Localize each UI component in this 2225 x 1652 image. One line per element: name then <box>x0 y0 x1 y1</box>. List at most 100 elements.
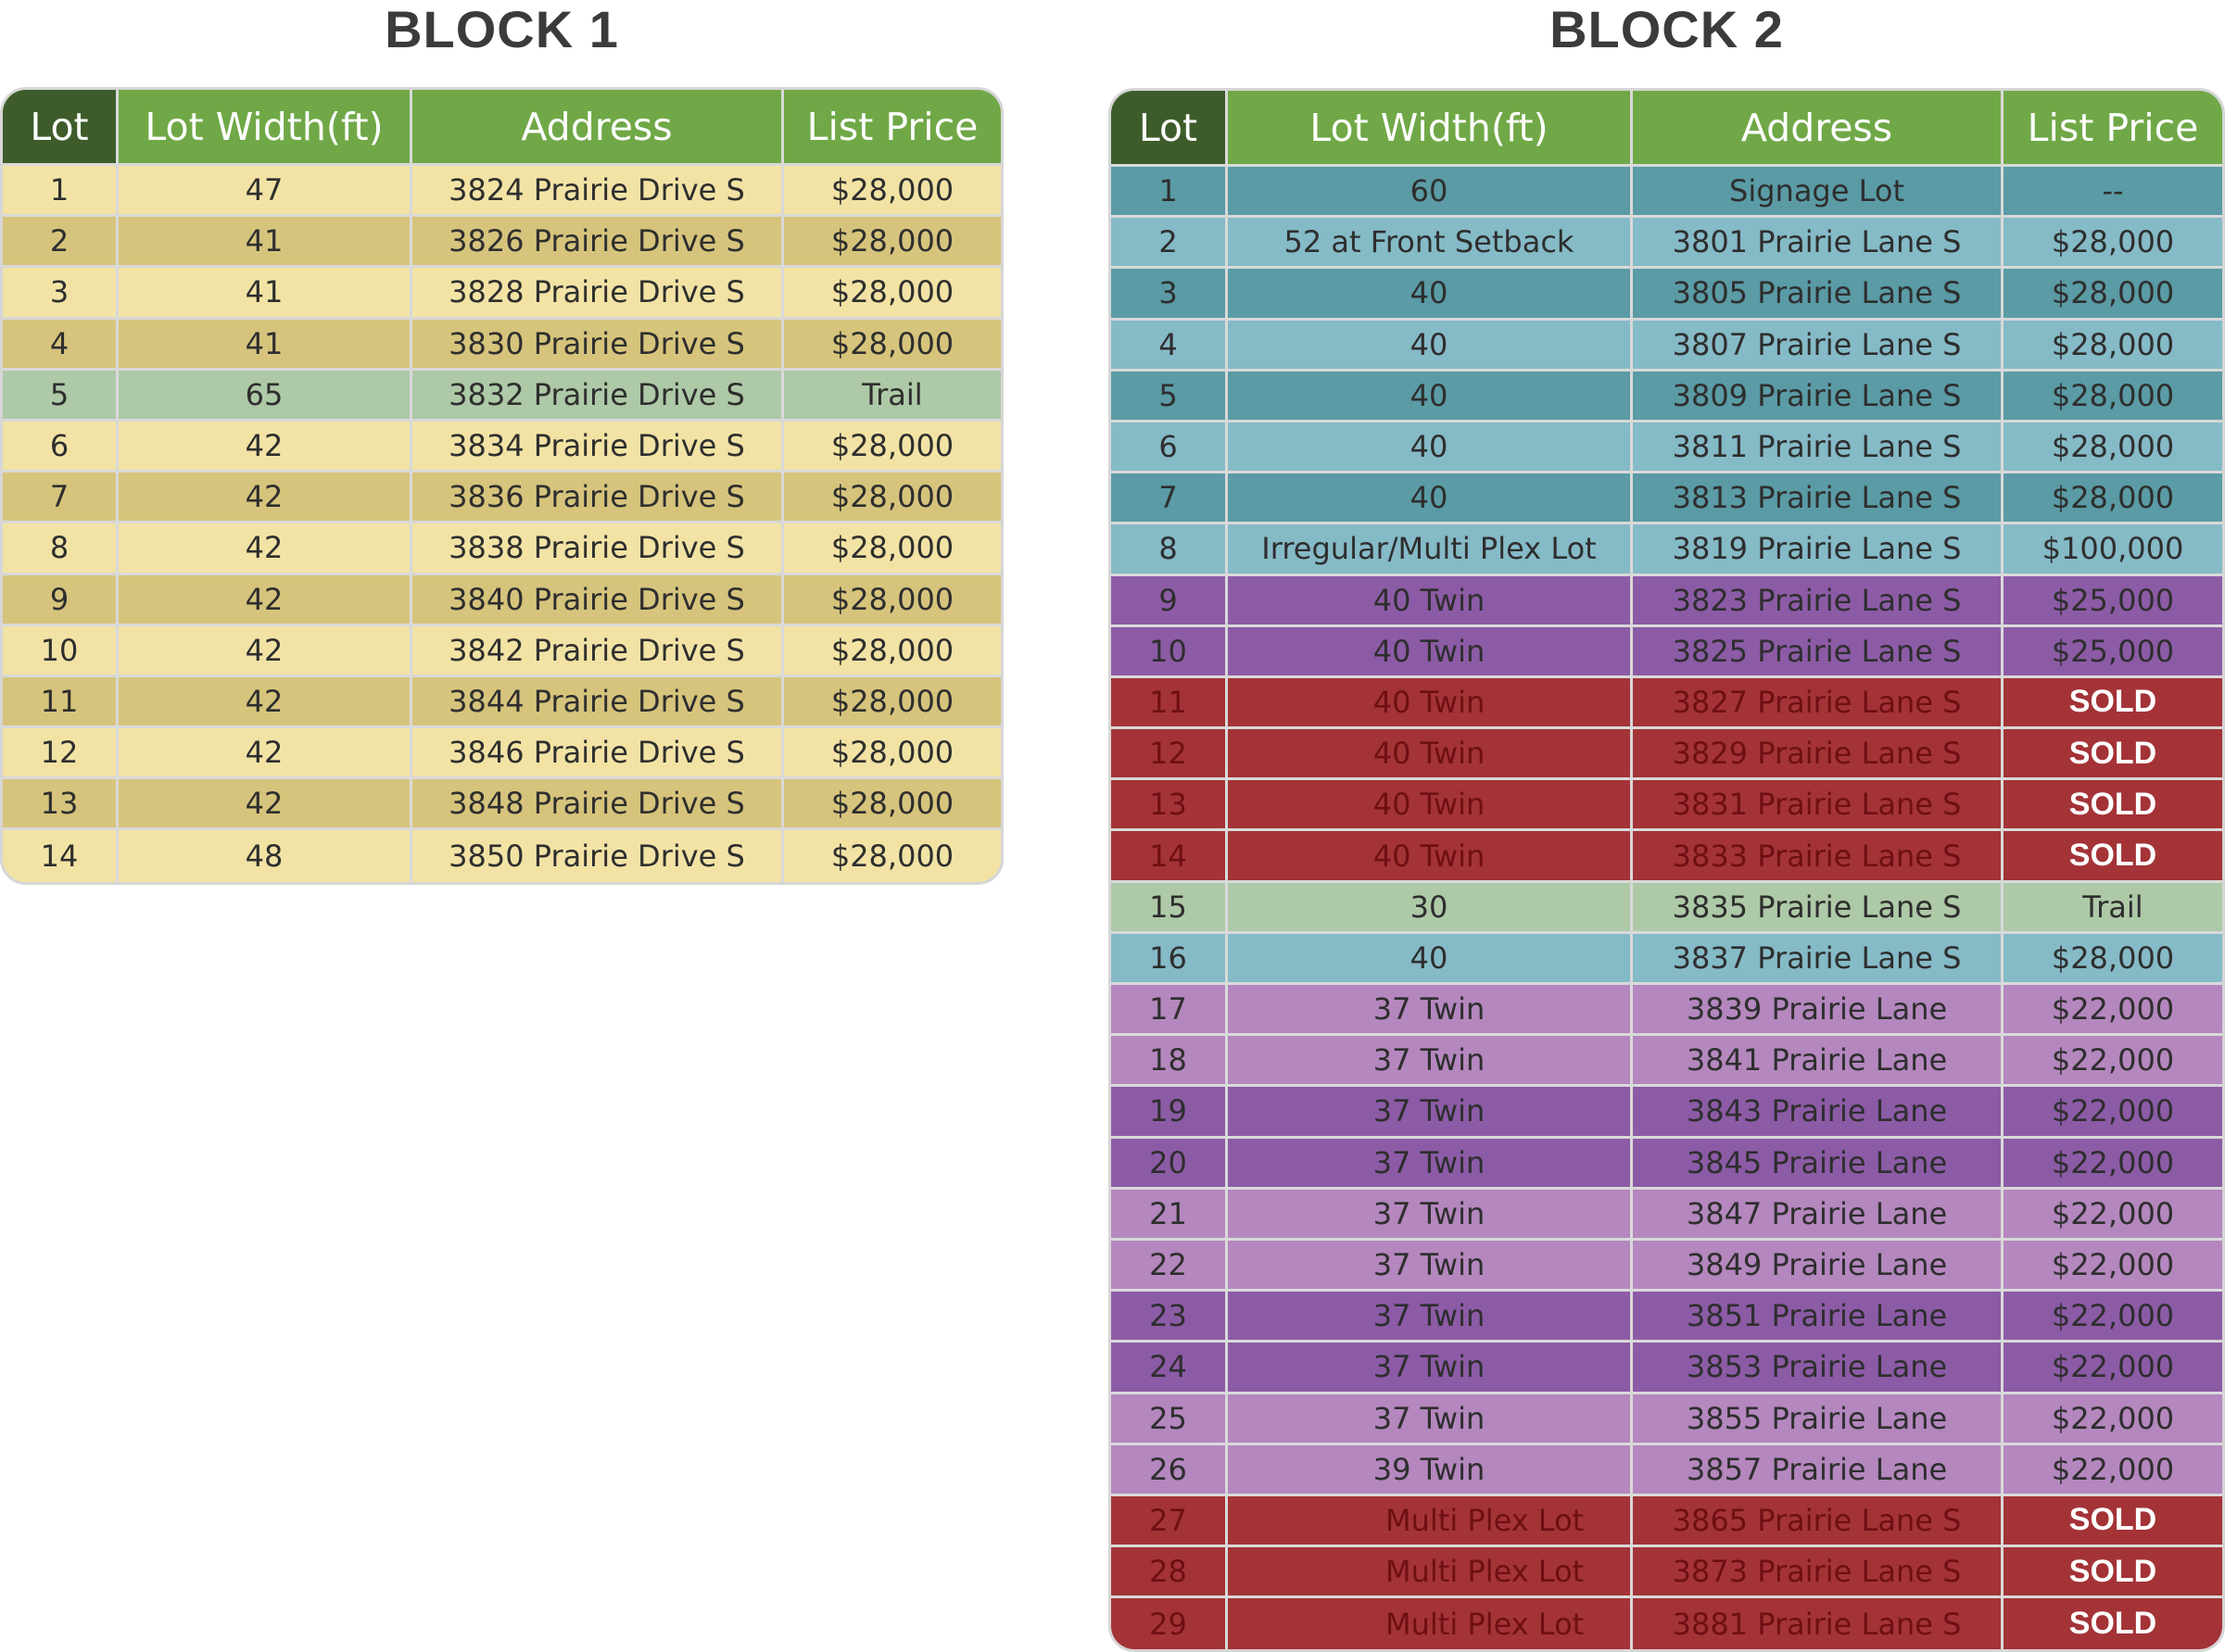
block-1-table-body: 1 47 3824 Prairie Drive S $28,000 2 41 3826 Pr… <box>3 166 1001 882</box>
lot-width-cell: 52 at Front Setback <box>1228 218 1633 267</box>
lot-width-cell: 30 <box>1228 882 1633 931</box>
table-row: 2 52 at Front Setback 3801 Prairie Lane S $… <box>1111 218 2222 270</box>
table-row: 10 40 Twin 3825 Prairie Lane S $25,000 <box>1111 626 2222 678</box>
lot-width-cell: 42 <box>119 473 412 522</box>
lot-number-cell: 23 <box>1111 1292 1228 1341</box>
list-price-cell: $28,000 <box>2051 275 2175 311</box>
table-row: 11 40 Twin 3827 Prairie Lane S SOLD <box>1111 677 2222 730</box>
list-price-cell: $28,000 <box>830 839 954 875</box>
lot-number-cell: 21 <box>1111 1189 1228 1238</box>
address-cell: 3830 Prairie Drive S <box>412 319 784 368</box>
address-cell: 3842 Prairie Drive S <box>412 625 784 675</box>
address-cell: 3848 Prairie Drive S <box>412 779 784 828</box>
lot-width-cell: 40 Twin <box>1228 626 1633 675</box>
list-price-cell: $28,000 <box>830 223 954 259</box>
address-cell: 3825 Prairie Lane S <box>1633 626 2004 675</box>
list-price-cell: $22,000 <box>2051 1042 2175 1078</box>
list-price-cell: $28,000 <box>2051 429 2175 465</box>
table-row: 13 42 3848 Prairie Drive S $28,000 <box>3 779 1001 831</box>
address-cell: 3828 Prairie Drive S <box>412 268 784 317</box>
lot-number-cell: 10 <box>3 625 119 675</box>
table-row: 28 Multi Plex Lot 3873 Prairie Lane S SOLD <box>1111 1547 2222 1599</box>
block-2-title: BLOCK 2 <box>1549 0 1784 58</box>
address-cell: Signage Lot <box>1633 167 2004 216</box>
list-price-cell: $22,000 <box>2051 991 2175 1028</box>
address-cell: 3837 Prairie Lane S <box>1633 933 2004 982</box>
address-cell: 3835 Prairie Lane S <box>1633 882 2004 931</box>
address-cell: 3841 Prairie Lane <box>1633 1036 2004 1085</box>
list-price-cell: Trail <box>2082 889 2143 925</box>
lot-number-cell: 28 <box>1111 1547 1228 1596</box>
lot-number-cell: 20 <box>1111 1138 1228 1187</box>
address-cell: 3807 Prairie Lane S <box>1633 320 2004 369</box>
list-price-cell: $22,000 <box>2051 1298 2175 1334</box>
list-price-cell: SOLD <box>2068 684 2157 720</box>
lot-number-cell: 29 <box>1111 1598 1228 1650</box>
lot-width-cell: 42 <box>119 523 412 573</box>
lot-width-cell: Multi Plex Lot <box>1228 1598 1633 1650</box>
lot-number-cell: 9 <box>1111 575 1228 624</box>
block-2-table: Lot Lot Width(ft) Address List Price 1 60… <box>1108 88 2225 1652</box>
list-price-cell: $28,000 <box>830 479 954 515</box>
lot-width-cell: 37 Twin <box>1228 1087 1633 1136</box>
address-cell: 3846 Prairie Drive S <box>412 728 784 777</box>
list-price-cell: SOLD <box>2068 1502 2157 1538</box>
lot-width-cell: 40 <box>1228 269 1633 318</box>
lot-number-cell: 6 <box>3 421 119 471</box>
list-price-cell: SOLD <box>2068 735 2157 771</box>
lot-width-cell: 48 <box>119 830 412 882</box>
address-cell: 3865 Prairie Lane S <box>1633 1495 2004 1545</box>
table-row: 19 37 Twin 3843 Prairie Lane $22,000 <box>1111 1087 2222 1139</box>
address-cell: 3839 Prairie Lane <box>1633 985 2004 1034</box>
table-row: 9 40 Twin 3823 Prairie Lane S $25,000 <box>1111 575 2222 627</box>
lot-number-cell: 14 <box>1111 831 1228 880</box>
address-cell: 3857 Prairie Lane <box>1633 1444 2004 1494</box>
lot-number-cell: 4 <box>1111 320 1228 369</box>
lot-number-cell: 10 <box>1111 626 1228 675</box>
column-header-lot-width: Lot Width(ft) <box>119 90 412 163</box>
lot-width-cell: 60 <box>1228 167 1633 216</box>
address-cell: 3819 Prairie Lane S <box>1633 524 2004 574</box>
address-cell: 3873 Prairie Lane S <box>1633 1547 2004 1596</box>
lot-number-cell: 1 <box>3 166 119 215</box>
lot-width-cell: 40 <box>1228 933 1633 982</box>
lot-number-cell: 24 <box>1111 1343 1228 1392</box>
lot-width-cell: 40 Twin <box>1228 729 1633 778</box>
address-cell: 3801 Prairie Lane S <box>1633 218 2004 267</box>
table-row: 1 47 3824 Prairie Drive S $28,000 <box>3 166 1001 218</box>
block-1-table: Lot Lot Width(ft) Address List Price 1 47… <box>0 87 1004 885</box>
table-row: 5 40 3809 Prairie Lane S $28,000 <box>1111 371 2222 422</box>
lot-number-cell: 19 <box>1111 1087 1228 1136</box>
address-cell: 3851 Prairie Lane <box>1633 1292 2004 1341</box>
list-price-cell: $25,000 <box>2051 582 2175 618</box>
address-cell: 3832 Prairie Drive S <box>412 370 784 419</box>
lot-number-cell: 27 <box>1111 1495 1228 1545</box>
lot-width-cell: 40 <box>1228 473 1633 523</box>
lot-number-cell: 22 <box>1111 1240 1228 1290</box>
list-price-cell: $22,000 <box>2051 1247 2175 1283</box>
list-price-cell: $28,000 <box>830 172 954 208</box>
table-row: 17 37 Twin 3839 Prairie Lane $22,000 <box>1111 985 2222 1037</box>
column-header-lot: Lot <box>3 90 119 163</box>
list-price-cell: $100,000 <box>2042 531 2184 567</box>
lot-width-cell: 37 Twin <box>1228 1138 1633 1187</box>
address-cell: 3840 Prairie Drive S <box>412 574 784 624</box>
lot-number-cell: 1 <box>1111 167 1228 216</box>
table-row: 6 40 3811 Prairie Lane S $28,000 <box>1111 422 2222 474</box>
address-cell: 3836 Prairie Drive S <box>412 473 784 522</box>
column-header-lot: Lot <box>1111 91 1228 164</box>
column-header-list-price: List Price <box>2027 105 2199 150</box>
address-cell: 3805 Prairie Lane S <box>1633 269 2004 318</box>
lot-width-cell: 40 Twin <box>1228 575 1633 624</box>
list-price-cell: $22,000 <box>2051 1400 2175 1436</box>
address-cell: 3855 Prairie Lane <box>1633 1393 2004 1443</box>
lot-number-cell: 5 <box>3 370 119 419</box>
block-1-title: BLOCK 1 <box>385 0 619 58</box>
lot-number-cell: 5 <box>1111 371 1228 420</box>
address-cell: 3849 Prairie Lane <box>1633 1240 2004 1290</box>
lot-width-cell: 42 <box>119 574 412 624</box>
lot-number-cell: 17 <box>1111 985 1228 1034</box>
list-price-cell: $28,000 <box>830 581 954 617</box>
lot-width-cell: 39 Twin <box>1228 1444 1633 1494</box>
address-cell: 3824 Prairie Drive S <box>412 166 784 215</box>
